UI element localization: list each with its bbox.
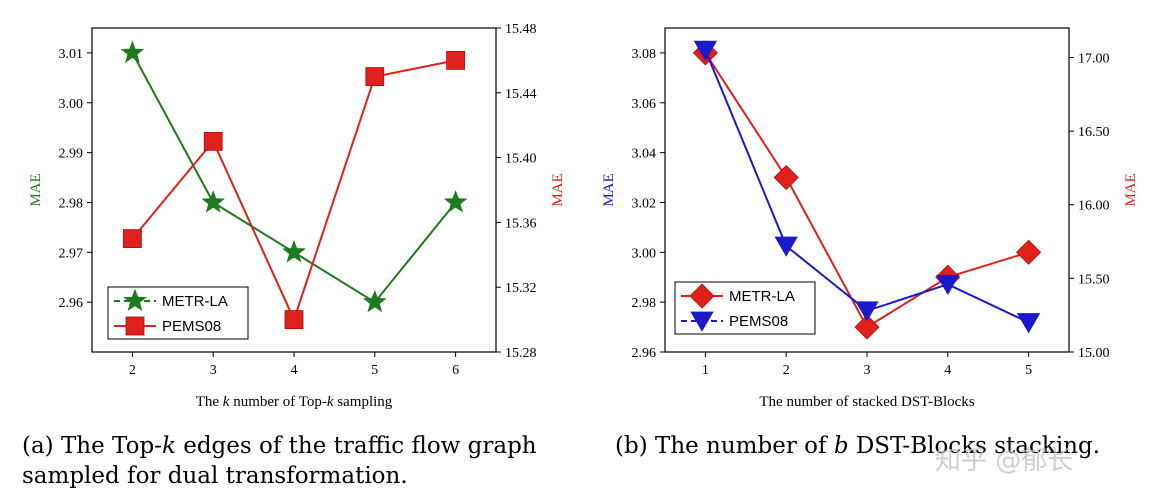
chart-a: 2.96 2.97 2.98 2.99 3.00 3.01 15.28 15.32 15.36 1… — [28, 22, 566, 410]
data-point-pems08 — [123, 229, 142, 249]
x-tick-label: 4 — [291, 363, 298, 378]
y-left-tick-label: 2.96 — [632, 346, 657, 361]
figure-canvas: 2.96 2.97 2.98 2.99 3.00 3.01 15.28 15.32 15.36 1… — [28, 22, 1139, 410]
x-tick-label: 3 — [864, 363, 871, 378]
data-point-metr-la — [120, 40, 145, 63]
y-left-axis-title: MAE — [601, 173, 617, 206]
data-point-metr-la — [282, 239, 306, 263]
data-point-pems08 — [693, 40, 718, 61]
caption-b: (b) The number of b DST-Blocks stacking. — [615, 433, 1101, 459]
data-point-pems08 — [855, 301, 879, 322]
data-point-pems08 — [284, 310, 304, 330]
legend-label-pems08: PEMS08 — [162, 318, 221, 335]
chart-b: 2.96 2.98 3.00 3.02 3.04 3.06 3.08 15.00 15.50 16… — [601, 27, 1139, 410]
y-right-tick-label: 15.00 — [1078, 346, 1110, 361]
x-tick-label: 2 — [783, 363, 790, 378]
caption-a: (a) The Top-k edges of the traffic flow … — [22, 431, 570, 491]
x-tick-label: 2 — [129, 363, 136, 378]
caption-a-line2: sampled for dual transformation. — [22, 463, 408, 489]
y-right-tick-label: 16.50 — [1078, 125, 1110, 140]
legend: METR-LA PEMS08 — [107, 286, 249, 340]
x-tick-label: 6 — [452, 363, 459, 378]
y-right-tick-label: 15.50 — [1078, 272, 1110, 287]
y-right-tick-label: 16.00 — [1078, 199, 1110, 214]
data-point-metr-la — [773, 164, 799, 191]
data-point-metr-la — [362, 289, 387, 313]
data-point-pems08 — [1016, 313, 1041, 334]
y-right-axis-title: MAE — [550, 173, 566, 206]
y-left-tick-label: 2.98 — [59, 196, 84, 211]
legend-marker-pems08 — [690, 311, 714, 332]
data-point-pems08 — [936, 274, 960, 296]
legend-marker-metr-la — [689, 283, 715, 309]
series-line-metr-la — [131, 52, 457, 304]
y-left-tick-label: 3.02 — [632, 196, 657, 211]
watermark: 知乎 @郁长 — [935, 446, 1074, 476]
y-right-tick-label: 15.36 — [505, 216, 537, 231]
data-point-pems08 — [365, 67, 385, 86]
x-tick-label: 1 — [702, 363, 709, 378]
legend-label-metr-la: METR-LA — [162, 293, 228, 310]
x-tick-label: 5 — [371, 363, 378, 378]
y-left-tick-label: 2.97 — [59, 246, 84, 261]
y-left-tick-label: 3.04 — [632, 147, 657, 162]
y-left-tick-label: 2.98 — [632, 296, 657, 311]
data-point-metr-la — [1016, 239, 1042, 265]
data-point-metr-la — [854, 314, 880, 340]
y-left-tick-label: 2.96 — [59, 296, 84, 311]
x-tick-label: 5 — [1025, 363, 1032, 378]
data-point-metr-la — [443, 190, 468, 213]
y-left-tick-label: 3.00 — [59, 97, 84, 112]
legend: METR-LA PEMS08 — [674, 281, 816, 335]
y-right-tick-label: 17.00 — [1078, 51, 1110, 66]
y-left-axis-title: MAE — [28, 173, 44, 206]
y-left-tick-label: 2.99 — [59, 147, 84, 162]
x-axis-title: The number of stacked DST-Blocks — [759, 394, 974, 410]
x-tick-label: 3 — [210, 363, 217, 378]
x-tick-label: 4 — [944, 363, 951, 378]
y-right-tick-label: 15.44 — [505, 87, 537, 102]
caption-a-line1: (a) The Top-k edges of the traffic flow … — [22, 433, 537, 459]
y-left-tick-label: 3.00 — [632, 246, 657, 261]
data-point-metr-la — [201, 190, 226, 213]
y-right-tick-label: 15.32 — [505, 281, 537, 296]
y-left-tick-label: 3.01 — [59, 47, 84, 62]
y-left-tick-label: 3.06 — [632, 97, 657, 112]
legend-marker-pems08 — [125, 316, 145, 336]
series-line-pems08 — [131, 59, 456, 323]
legend-label-metr-la: METR-LA — [729, 288, 795, 305]
data-point-pems08 — [774, 236, 798, 257]
y-left-tick-label: 3.08 — [632, 47, 657, 62]
legend-marker-metr-la — [123, 288, 147, 312]
data-point-pems08 — [203, 131, 223, 151]
y-right-axis-title: MAE — [1123, 173, 1139, 206]
data-point-pems08 — [446, 51, 466, 70]
legend-label-pems08: PEMS08 — [729, 313, 788, 330]
x-axis-title: The k number of Top-k sampling — [196, 394, 393, 410]
y-right-tick-label: 15.48 — [505, 22, 537, 37]
y-right-tick-label: 15.28 — [505, 346, 537, 361]
y-right-tick-label: 15.40 — [505, 152, 537, 167]
